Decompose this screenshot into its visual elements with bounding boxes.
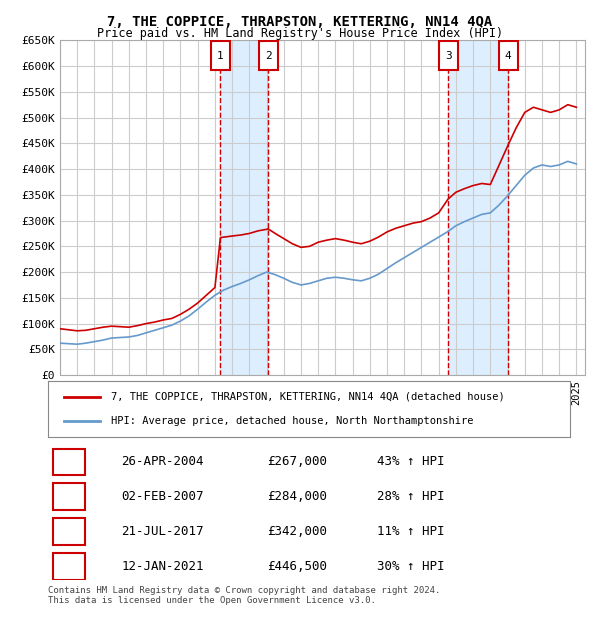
Text: 2: 2 xyxy=(65,490,73,503)
FancyBboxPatch shape xyxy=(53,484,85,510)
FancyBboxPatch shape xyxy=(439,42,458,70)
Text: 4: 4 xyxy=(65,560,73,573)
Text: 7, THE COPPICE, THRAPSTON, KETTERING, NN14 4QA: 7, THE COPPICE, THRAPSTON, KETTERING, NN… xyxy=(107,16,493,30)
Text: 43% ↑ HPI: 43% ↑ HPI xyxy=(377,455,445,468)
FancyBboxPatch shape xyxy=(259,42,278,70)
FancyBboxPatch shape xyxy=(499,42,518,70)
Text: 28% ↑ HPI: 28% ↑ HPI xyxy=(377,490,445,503)
Text: HPI: Average price, detached house, North Northamptonshire: HPI: Average price, detached house, Nort… xyxy=(110,417,473,427)
Text: 11% ↑ HPI: 11% ↑ HPI xyxy=(377,525,445,538)
Text: 1: 1 xyxy=(217,51,224,61)
FancyBboxPatch shape xyxy=(53,518,85,545)
Text: 4: 4 xyxy=(505,51,511,61)
Text: 1: 1 xyxy=(65,455,73,468)
Bar xyxy=(448,40,508,375)
Text: 02-FEB-2007: 02-FEB-2007 xyxy=(121,490,203,503)
Text: 26-APR-2004: 26-APR-2004 xyxy=(121,455,203,468)
FancyBboxPatch shape xyxy=(53,553,85,580)
FancyBboxPatch shape xyxy=(53,449,85,475)
FancyBboxPatch shape xyxy=(211,42,230,70)
Text: 3: 3 xyxy=(445,51,452,61)
Text: 3: 3 xyxy=(65,525,73,538)
Text: £446,500: £446,500 xyxy=(267,560,327,573)
Text: Contains HM Land Registry data © Crown copyright and database right 2024.: Contains HM Land Registry data © Crown c… xyxy=(48,586,440,595)
Text: 21-JUL-2017: 21-JUL-2017 xyxy=(121,525,203,538)
Text: 2: 2 xyxy=(265,51,271,61)
Text: 7, THE COPPICE, THRAPSTON, KETTERING, NN14 4QA (detached house): 7, THE COPPICE, THRAPSTON, KETTERING, NN… xyxy=(110,392,505,402)
Bar xyxy=(220,40,268,375)
Text: £267,000: £267,000 xyxy=(267,455,327,468)
Text: Price paid vs. HM Land Registry's House Price Index (HPI): Price paid vs. HM Land Registry's House … xyxy=(97,27,503,40)
Text: 12-JAN-2021: 12-JAN-2021 xyxy=(121,560,203,573)
Text: 30% ↑ HPI: 30% ↑ HPI xyxy=(377,560,445,573)
Text: £284,000: £284,000 xyxy=(267,490,327,503)
Text: This data is licensed under the Open Government Licence v3.0.: This data is licensed under the Open Gov… xyxy=(48,596,376,606)
Text: £342,000: £342,000 xyxy=(267,525,327,538)
